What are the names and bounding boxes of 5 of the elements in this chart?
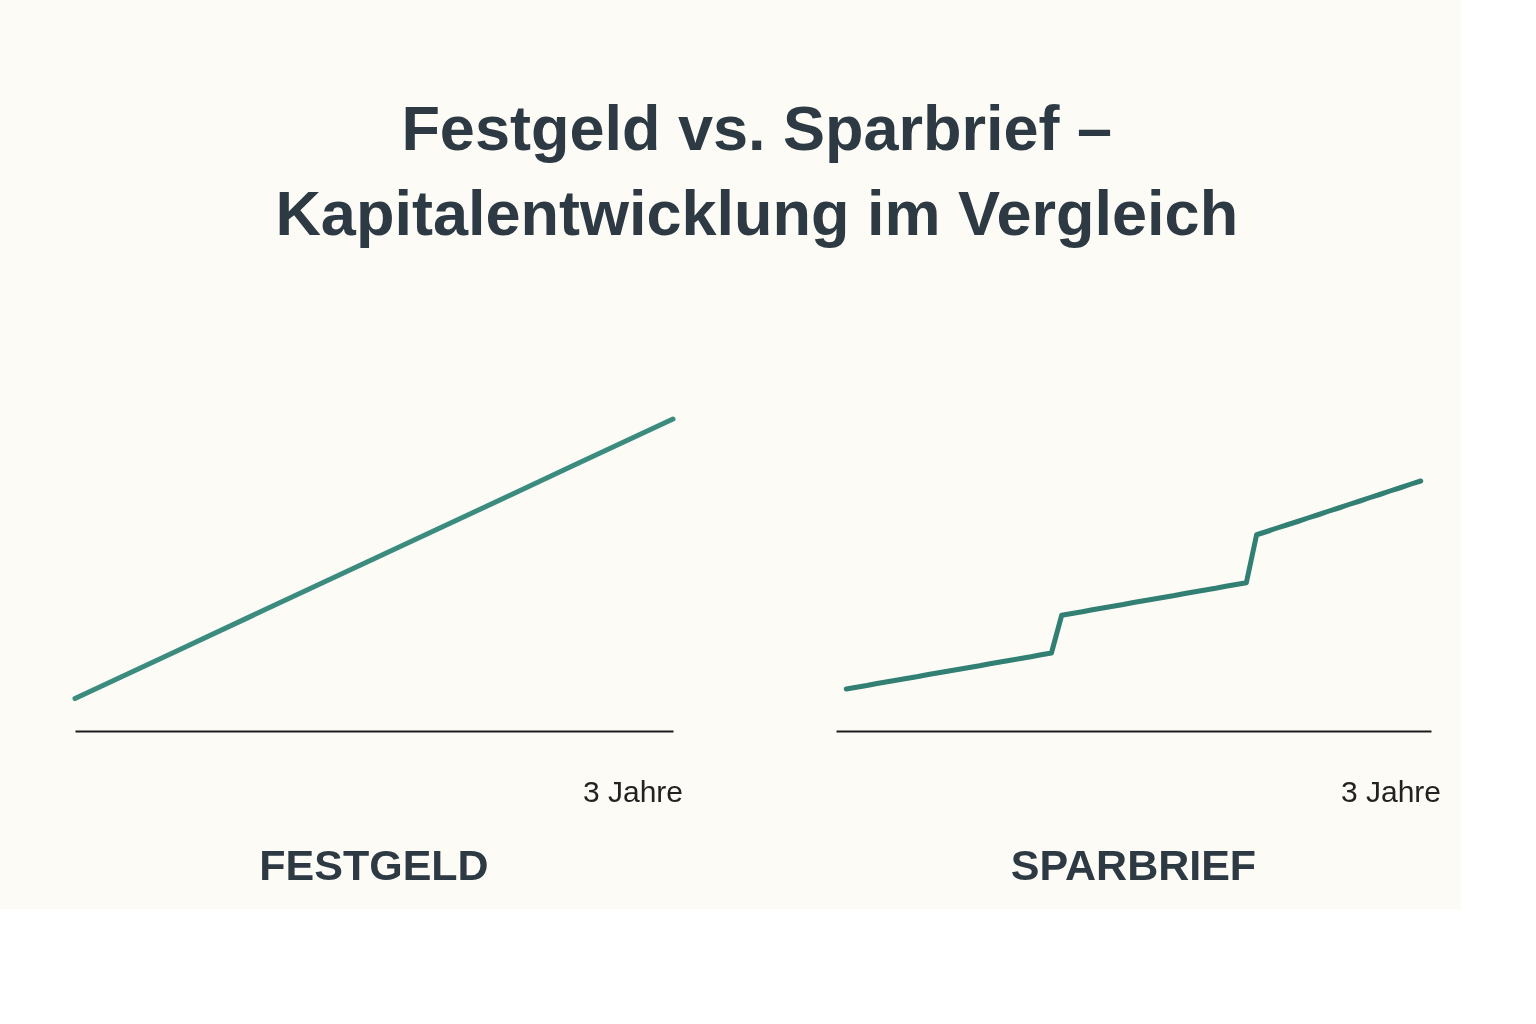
text: Festgeld vs. Sparbrief – Kapitalentwicklung im Vergleich — [275, 92, 1239, 248]
text: FESTGELD — [259, 841, 489, 889]
text: 3 Jahre — [582, 775, 683, 808]
text: SPARBRIEF — [1010, 841, 1257, 889]
text: 3 Jahre — [1340, 775, 1441, 808]
